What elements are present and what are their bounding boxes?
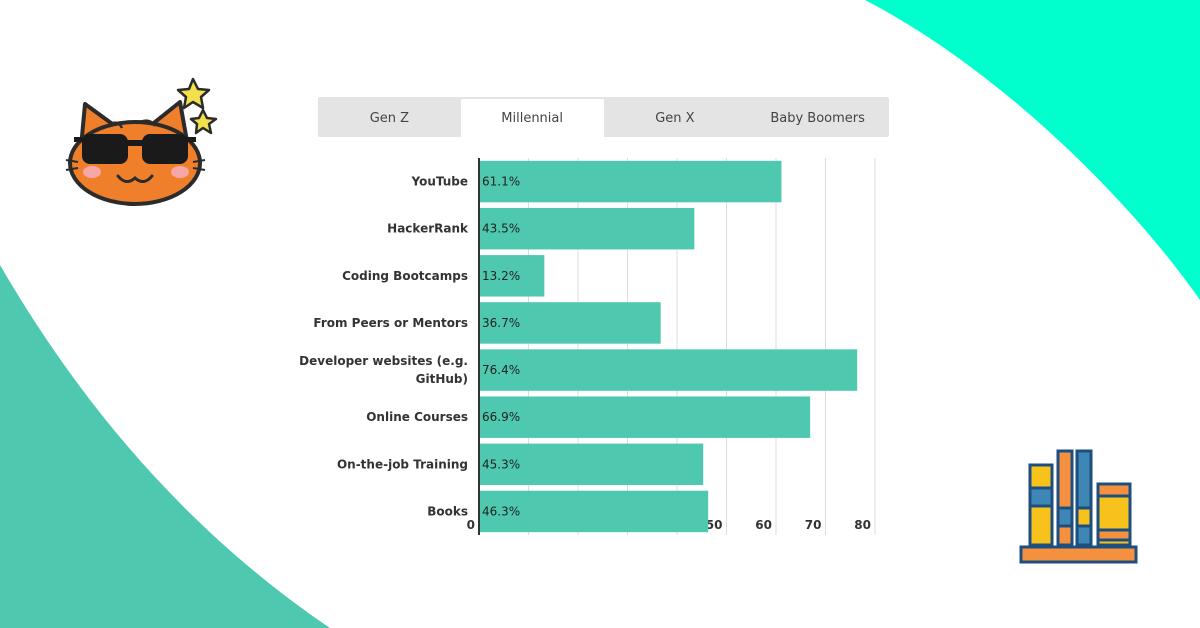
category-label: Online Courses <box>366 410 468 424</box>
bar <box>479 302 661 344</box>
x-tick-label: 0 <box>467 518 475 532</box>
data-label: 13.2% <box>482 269 520 283</box>
data-label: 43.5% <box>482 222 520 236</box>
books-icon <box>1019 449 1138 564</box>
bar <box>479 349 858 391</box>
cat-sunglasses-icon <box>65 100 206 206</box>
star-icon <box>176 77 218 135</box>
bar <box>479 490 709 533</box>
bar <box>479 255 545 297</box>
tab-gen-z[interactable]: Gen Z <box>369 110 410 126</box>
data-label: 36.7% <box>482 316 520 330</box>
data-label: 61.1% <box>482 175 520 189</box>
tab-baby-boomers[interactable]: Baby Boomers <box>770 110 865 126</box>
bar <box>479 443 704 486</box>
top-right-accent-shape <box>865 0 1200 300</box>
data-label: 45.3% <box>482 457 520 471</box>
category-label: HackerRank <box>387 222 469 236</box>
bar <box>479 396 811 438</box>
category-label: Coding Bootcamps <box>342 269 468 283</box>
category-label: On-the-job Training <box>337 457 468 471</box>
bar <box>479 160 782 203</box>
category-label: Books <box>427 504 468 518</box>
data-label: 76.4% <box>482 363 520 377</box>
tab-millennial[interactable]: Millennial <box>460 99 604 137</box>
learning-sources-bar-chart: 0102030405060708061.1%YouTube43.5%Hacker… <box>299 158 876 535</box>
category-label: From Peers or Mentors <box>313 316 468 330</box>
bottom-left-accent-shape <box>0 265 330 628</box>
x-tick-label: 60 <box>755 518 772 532</box>
x-tick-label: 70 <box>805 518 822 532</box>
tab-gen-x[interactable]: Gen X <box>655 110 695 126</box>
bar <box>479 207 695 250</box>
category-label: Developer websites (e.g. GitHub) <box>299 354 468 386</box>
x-tick-label: 50 <box>706 518 723 532</box>
x-tick-label: 80 <box>854 518 871 532</box>
data-label: 66.9% <box>482 410 520 424</box>
category-label: YouTube <box>410 175 468 189</box>
generation-tabs: Gen Z Millennial Gen X Baby Boomers <box>318 97 889 137</box>
data-label: 46.3% <box>482 504 520 518</box>
